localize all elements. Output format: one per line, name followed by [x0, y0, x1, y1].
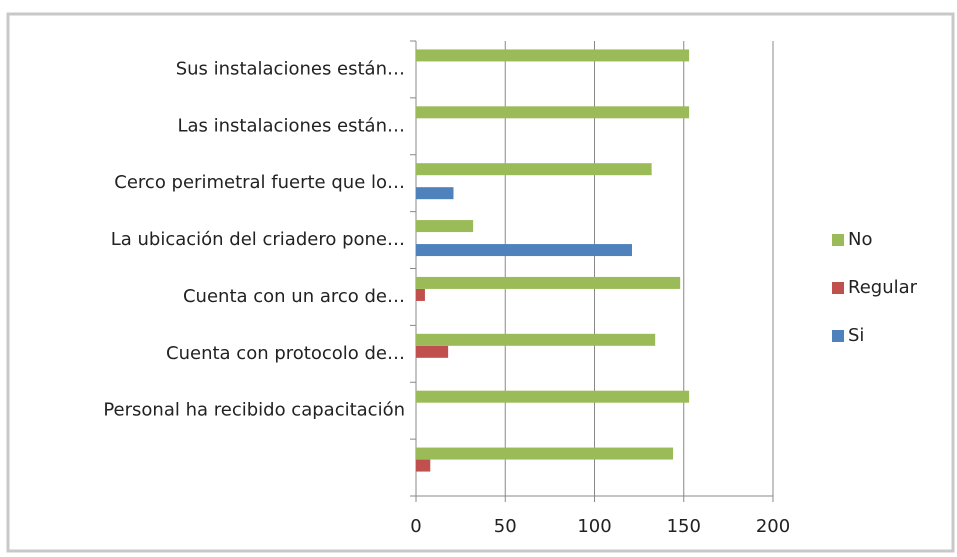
y-tick-label: Sus instalaciones están… [176, 58, 405, 79]
bar [416, 288, 425, 301]
x-tick-label: 200 [756, 516, 790, 537]
legend-label: Si [848, 325, 864, 346]
legend-swatch [832, 330, 844, 342]
legend-label: Regular [848, 277, 918, 298]
x-tick-label: 100 [577, 516, 611, 537]
legend-swatch [832, 234, 844, 246]
bar [416, 447, 674, 460]
bar [416, 244, 632, 257]
y-tick-label: Las instalaciones están… [177, 115, 405, 136]
bar [416, 333, 656, 346]
bar [416, 187, 454, 200]
legend-label: No [848, 229, 872, 250]
bar [416, 276, 681, 289]
y-tick-label: Personal ha recibido capacitación [103, 400, 405, 421]
y-tick-label: La ubicación del criadero pone… [111, 229, 405, 250]
legend-swatch [832, 282, 844, 294]
bar [416, 345, 449, 358]
x-tick-label: 50 [494, 516, 517, 537]
y-tick-label: Cuenta con un arco de… [183, 286, 405, 307]
bar [416, 390, 690, 403]
bar [416, 163, 652, 176]
bar [416, 459, 431, 472]
y-tick-label: Cuenta con protocolo de… [166, 343, 405, 364]
x-tick-label: 0 [410, 516, 421, 537]
bar [416, 220, 474, 233]
bar [416, 106, 690, 119]
bar [416, 49, 690, 62]
x-tick-label: 150 [667, 516, 701, 537]
y-tick-label: Cerco perimetral fuerte que lo… [114, 172, 405, 193]
